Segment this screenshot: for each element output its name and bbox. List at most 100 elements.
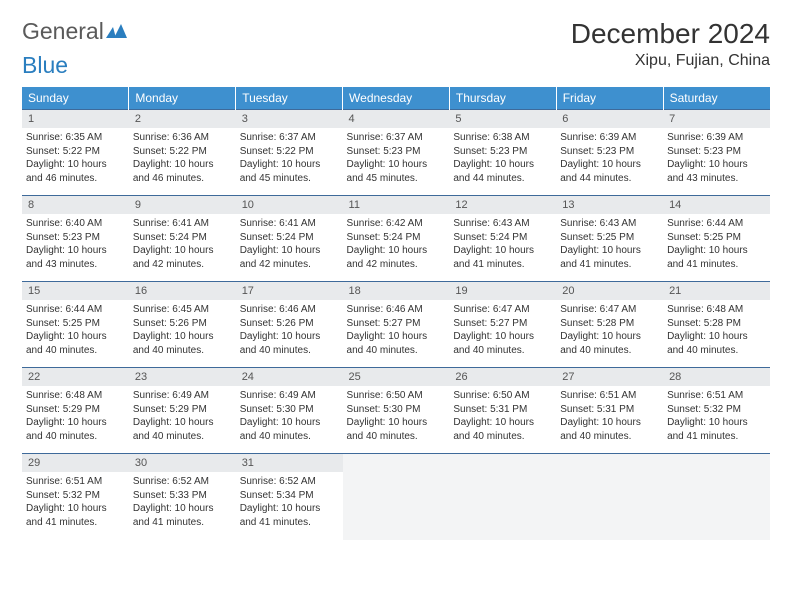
weekday-header: Sunday	[22, 87, 129, 110]
day-number: 18	[343, 282, 450, 300]
calendar-day-cell	[343, 454, 450, 540]
logo: General	[22, 18, 128, 45]
day-number: 13	[556, 196, 663, 214]
day-number: 3	[236, 110, 343, 128]
calendar-day-cell: 17Sunrise: 6:46 AMSunset: 5:26 PMDayligh…	[236, 282, 343, 368]
day-number: 16	[129, 282, 236, 300]
weekday-header-row: SundayMondayTuesdayWednesdayThursdayFrid…	[22, 87, 770, 110]
day-number: 23	[129, 368, 236, 386]
weekday-header: Friday	[556, 87, 663, 110]
day-info: Sunrise: 6:52 AMSunset: 5:33 PMDaylight:…	[129, 472, 236, 532]
day-info: Sunrise: 6:51 AMSunset: 5:31 PMDaylight:…	[556, 386, 663, 446]
calendar-day-cell: 16Sunrise: 6:45 AMSunset: 5:26 PMDayligh…	[129, 282, 236, 368]
calendar-day-cell: 29Sunrise: 6:51 AMSunset: 5:32 PMDayligh…	[22, 454, 129, 540]
weekday-header: Tuesday	[236, 87, 343, 110]
day-info: Sunrise: 6:43 AMSunset: 5:24 PMDaylight:…	[449, 214, 556, 274]
location-text: Xipu, Fujian, China	[571, 52, 770, 70]
calendar-week-row: 22Sunrise: 6:48 AMSunset: 5:29 PMDayligh…	[22, 368, 770, 454]
weekday-header: Saturday	[663, 87, 770, 110]
day-info: Sunrise: 6:37 AMSunset: 5:22 PMDaylight:…	[236, 128, 343, 188]
calendar-day-cell: 27Sunrise: 6:51 AMSunset: 5:31 PMDayligh…	[556, 368, 663, 454]
day-info: Sunrise: 6:47 AMSunset: 5:28 PMDaylight:…	[556, 300, 663, 360]
day-number: 5	[449, 110, 556, 128]
calendar-day-cell: 15Sunrise: 6:44 AMSunset: 5:25 PMDayligh…	[22, 282, 129, 368]
calendar-day-cell: 2Sunrise: 6:36 AMSunset: 5:22 PMDaylight…	[129, 110, 236, 196]
day-number: 9	[129, 196, 236, 214]
day-info: Sunrise: 6:37 AMSunset: 5:23 PMDaylight:…	[343, 128, 450, 188]
calendar-day-cell: 10Sunrise: 6:41 AMSunset: 5:24 PMDayligh…	[236, 196, 343, 282]
day-info: Sunrise: 6:46 AMSunset: 5:27 PMDaylight:…	[343, 300, 450, 360]
day-number: 19	[449, 282, 556, 300]
day-number: 28	[663, 368, 770, 386]
calendar-day-cell: 25Sunrise: 6:50 AMSunset: 5:30 PMDayligh…	[343, 368, 450, 454]
day-number: 26	[449, 368, 556, 386]
day-number: 8	[22, 196, 129, 214]
day-number: 10	[236, 196, 343, 214]
day-number: 20	[556, 282, 663, 300]
day-number: 14	[663, 196, 770, 214]
day-number: 6	[556, 110, 663, 128]
day-number: 12	[449, 196, 556, 214]
calendar-day-cell: 24Sunrise: 6:49 AMSunset: 5:30 PMDayligh…	[236, 368, 343, 454]
calendar-day-cell: 13Sunrise: 6:43 AMSunset: 5:25 PMDayligh…	[556, 196, 663, 282]
title-block: December 2024 Xipu, Fujian, China	[571, 18, 770, 70]
day-info: Sunrise: 6:40 AMSunset: 5:23 PMDaylight:…	[22, 214, 129, 274]
day-info: Sunrise: 6:52 AMSunset: 5:34 PMDaylight:…	[236, 472, 343, 532]
day-number: 30	[129, 454, 236, 472]
calendar-day-cell: 30Sunrise: 6:52 AMSunset: 5:33 PMDayligh…	[129, 454, 236, 540]
calendar-day-cell: 5Sunrise: 6:38 AMSunset: 5:23 PMDaylight…	[449, 110, 556, 196]
day-info: Sunrise: 6:48 AMSunset: 5:29 PMDaylight:…	[22, 386, 129, 446]
day-info: Sunrise: 6:36 AMSunset: 5:22 PMDaylight:…	[129, 128, 236, 188]
calendar-day-cell: 22Sunrise: 6:48 AMSunset: 5:29 PMDayligh…	[22, 368, 129, 454]
calendar-day-cell: 18Sunrise: 6:46 AMSunset: 5:27 PMDayligh…	[343, 282, 450, 368]
calendar-day-cell: 14Sunrise: 6:44 AMSunset: 5:25 PMDayligh…	[663, 196, 770, 282]
day-number: 2	[129, 110, 236, 128]
month-title: December 2024	[571, 18, 770, 50]
day-info: Sunrise: 6:35 AMSunset: 5:22 PMDaylight:…	[22, 128, 129, 188]
day-info: Sunrise: 6:50 AMSunset: 5:31 PMDaylight:…	[449, 386, 556, 446]
calendar-day-cell	[556, 454, 663, 540]
day-info: Sunrise: 6:39 AMSunset: 5:23 PMDaylight:…	[663, 128, 770, 188]
day-info: Sunrise: 6:39 AMSunset: 5:23 PMDaylight:…	[556, 128, 663, 188]
day-number: 15	[22, 282, 129, 300]
day-number: 31	[236, 454, 343, 472]
day-info: Sunrise: 6:42 AMSunset: 5:24 PMDaylight:…	[343, 214, 450, 274]
day-number: 27	[556, 368, 663, 386]
calendar-week-row: 15Sunrise: 6:44 AMSunset: 5:25 PMDayligh…	[22, 282, 770, 368]
logo-text-1: General	[22, 18, 104, 45]
calendar-day-cell: 12Sunrise: 6:43 AMSunset: 5:24 PMDayligh…	[449, 196, 556, 282]
day-number: 24	[236, 368, 343, 386]
calendar-day-cell	[663, 454, 770, 540]
day-info: Sunrise: 6:49 AMSunset: 5:29 PMDaylight:…	[129, 386, 236, 446]
day-number: 25	[343, 368, 450, 386]
calendar-body: 1Sunrise: 6:35 AMSunset: 5:22 PMDaylight…	[22, 110, 770, 540]
day-info: Sunrise: 6:51 AMSunset: 5:32 PMDaylight:…	[22, 472, 129, 532]
calendar-day-cell: 3Sunrise: 6:37 AMSunset: 5:22 PMDaylight…	[236, 110, 343, 196]
calendar-day-cell: 9Sunrise: 6:41 AMSunset: 5:24 PMDaylight…	[129, 196, 236, 282]
calendar-week-row: 1Sunrise: 6:35 AMSunset: 5:22 PMDaylight…	[22, 110, 770, 196]
calendar-day-cell	[449, 454, 556, 540]
logo-text-2: Blue	[22, 52, 68, 79]
day-info: Sunrise: 6:41 AMSunset: 5:24 PMDaylight:…	[236, 214, 343, 274]
day-info: Sunrise: 6:45 AMSunset: 5:26 PMDaylight:…	[129, 300, 236, 360]
calendar-day-cell: 26Sunrise: 6:50 AMSunset: 5:31 PMDayligh…	[449, 368, 556, 454]
day-info: Sunrise: 6:46 AMSunset: 5:26 PMDaylight:…	[236, 300, 343, 360]
day-number: 1	[22, 110, 129, 128]
day-info: Sunrise: 6:44 AMSunset: 5:25 PMDaylight:…	[22, 300, 129, 360]
calendar-week-row: 29Sunrise: 6:51 AMSunset: 5:32 PMDayligh…	[22, 454, 770, 540]
day-info: Sunrise: 6:48 AMSunset: 5:28 PMDaylight:…	[663, 300, 770, 360]
calendar-day-cell: 31Sunrise: 6:52 AMSunset: 5:34 PMDayligh…	[236, 454, 343, 540]
day-number: 7	[663, 110, 770, 128]
calendar-day-cell: 4Sunrise: 6:37 AMSunset: 5:23 PMDaylight…	[343, 110, 450, 196]
calendar-day-cell: 20Sunrise: 6:47 AMSunset: 5:28 PMDayligh…	[556, 282, 663, 368]
day-info: Sunrise: 6:51 AMSunset: 5:32 PMDaylight:…	[663, 386, 770, 446]
calendar-day-cell: 11Sunrise: 6:42 AMSunset: 5:24 PMDayligh…	[343, 196, 450, 282]
calendar-day-cell: 28Sunrise: 6:51 AMSunset: 5:32 PMDayligh…	[663, 368, 770, 454]
calendar-day-cell: 1Sunrise: 6:35 AMSunset: 5:22 PMDaylight…	[22, 110, 129, 196]
day-number: 22	[22, 368, 129, 386]
calendar-day-cell: 6Sunrise: 6:39 AMSunset: 5:23 PMDaylight…	[556, 110, 663, 196]
day-number: 4	[343, 110, 450, 128]
calendar-day-cell: 23Sunrise: 6:49 AMSunset: 5:29 PMDayligh…	[129, 368, 236, 454]
day-info: Sunrise: 6:38 AMSunset: 5:23 PMDaylight:…	[449, 128, 556, 188]
weekday-header: Thursday	[449, 87, 556, 110]
